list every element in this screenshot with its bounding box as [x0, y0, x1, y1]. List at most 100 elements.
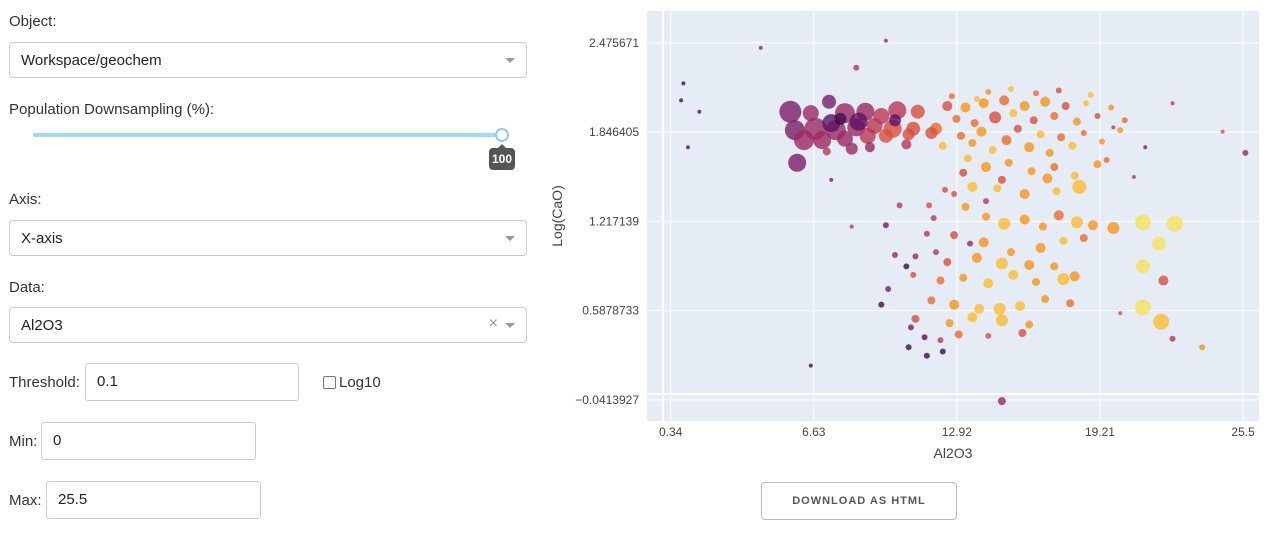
axis-dropdown[interactable]: X-axis [9, 220, 527, 256]
data-point [1131, 174, 1136, 179]
data-point [998, 217, 1011, 230]
data-point [1151, 236, 1166, 251]
data-point [936, 276, 945, 285]
data-point [910, 104, 925, 119]
data-point [864, 142, 875, 153]
object-value: Workspace/geochem [21, 52, 162, 69]
data-point [793, 130, 814, 151]
threshold-input[interactable]: 0.1 [85, 363, 299, 401]
data-point [1032, 277, 1041, 286]
data-point [1121, 117, 1128, 124]
data-point [1099, 138, 1106, 145]
data-point [1052, 187, 1061, 196]
data-point [978, 237, 989, 248]
data-point [882, 222, 889, 229]
data-point [1072, 179, 1087, 194]
data-point [829, 177, 834, 182]
data-point [1143, 145, 1148, 150]
data-point [995, 314, 1008, 327]
data-point [997, 397, 1006, 406]
downsampling-slider-track[interactable] [33, 133, 503, 137]
data-point [997, 175, 1006, 184]
y-tick-labels: 2.475671 1.846405 1.217139 0.5878733 −0.0413… [575, 36, 639, 407]
data-point [849, 112, 868, 131]
data-point [697, 109, 702, 114]
threshold-label: Threshold: [9, 374, 80, 391]
data-point [911, 314, 920, 323]
data-point [901, 139, 912, 150]
data-point [1070, 216, 1083, 229]
data-point [1134, 214, 1151, 231]
data-point [859, 127, 876, 144]
max-input[interactable]: 25.5 [46, 481, 261, 519]
data-point [1111, 125, 1116, 130]
x-tick-label: 0.34 [659, 425, 683, 439]
data-point [1066, 299, 1075, 308]
min-label: Min: [9, 433, 38, 450]
data-point [967, 240, 974, 247]
data-point [943, 258, 952, 267]
data-point [1118, 311, 1123, 316]
data-point [903, 263, 910, 270]
min-input[interactable]: 0 [41, 422, 256, 460]
data-point [1019, 214, 1030, 225]
chevron-down-icon [505, 323, 515, 328]
data-point [995, 257, 1008, 270]
downsampling-slider-handle[interactable] [495, 128, 509, 142]
y-tick-label: −0.0413927 [575, 393, 639, 407]
data-point [921, 334, 928, 341]
data-point [983, 278, 994, 289]
data-point [1134, 299, 1151, 316]
data-dropdown[interactable]: Al2O3 × [9, 307, 527, 343]
x-tick-label: 6.63 [802, 425, 826, 439]
data-point [1070, 171, 1079, 180]
scatter-plot-area[interactable]: 0.34 6.63 12.92 19.21 25.5 2.475671 1.846405 1… [540, 0, 1278, 534]
log10-checkbox[interactable] [323, 376, 336, 389]
data-point [1050, 163, 1059, 172]
x-tick-label: 12.92 [942, 425, 972, 439]
data-point [1045, 148, 1054, 157]
downsampling-slider-fill [33, 133, 503, 137]
data-point [982, 198, 989, 205]
clear-icon[interactable]: × [488, 315, 498, 332]
data-point [942, 186, 949, 193]
log10-label: Log10 [339, 374, 381, 391]
data-point [927, 296, 936, 305]
object-dropdown[interactable]: Workspace/geochem [9, 42, 527, 78]
data-point [1050, 262, 1059, 271]
data-point [981, 212, 990, 221]
controls-panel: Object: Workspace/geochem Population Dow… [0, 0, 540, 534]
data-point [1029, 116, 1038, 125]
data-point [1069, 271, 1080, 282]
data-point [878, 301, 885, 308]
data-point [1068, 141, 1077, 150]
data-point [788, 153, 807, 172]
data-point [1041, 294, 1050, 303]
data-point [1072, 117, 1081, 126]
y-tick-label: 1.217139 [589, 214, 639, 228]
data-point [1007, 248, 1016, 257]
data-point [878, 128, 893, 143]
data-point [845, 142, 858, 155]
download-html-button[interactable]: DOWNLOAD AS HTML [761, 482, 957, 520]
data-point [1199, 344, 1206, 351]
data-point [1038, 222, 1047, 231]
data-point [1009, 109, 1018, 118]
data-point [978, 98, 989, 109]
chevron-down-icon [505, 58, 515, 63]
scatter-chart[interactable]: 0.34 6.63 12.92 19.21 25.5 2.475671 1.846405 1… [540, 0, 1278, 470]
data-point [923, 352, 930, 359]
downsampling-value-tooltip: 100 [489, 144, 515, 170]
data-point [1093, 160, 1102, 169]
data-point [967, 181, 978, 192]
data-point [971, 252, 982, 263]
data-point [1087, 220, 1098, 231]
data-point [849, 224, 854, 229]
data-point [948, 93, 955, 100]
data-point [1040, 96, 1051, 107]
data-point [1079, 233, 1088, 242]
axis-label: Axis: [9, 191, 42, 208]
data-point [1008, 269, 1019, 280]
data-point [1001, 135, 1012, 146]
x-axis-label: Al2O3 [934, 445, 973, 461]
